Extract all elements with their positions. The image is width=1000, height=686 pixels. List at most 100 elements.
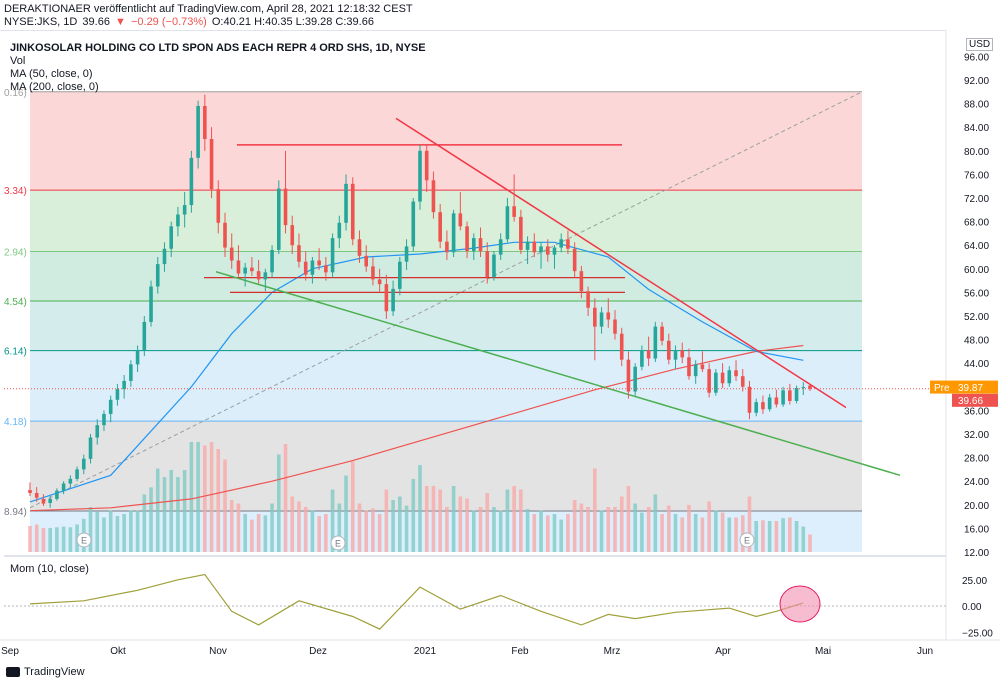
volume-bar — [566, 514, 570, 552]
volume-bar — [687, 504, 691, 552]
volume-bar — [619, 496, 624, 552]
volume-bar — [324, 514, 328, 552]
earnings-marker — [76, 532, 92, 548]
time-axis-tick: Apr — [715, 646, 731, 657]
volume-bar — [115, 516, 120, 552]
candle-body — [384, 284, 389, 312]
currency-label[interactable]: USD — [966, 38, 994, 51]
volume-bar — [599, 510, 604, 552]
symbol: NYSE:JKS, 1D — [4, 16, 78, 28]
footer-brand: TradingView — [6, 666, 85, 678]
price-axis-tick: 92.00 — [964, 76, 989, 87]
volume-bar — [445, 507, 449, 552]
candle-body — [324, 265, 328, 273]
candle-body — [492, 254, 496, 278]
candle-body — [75, 469, 79, 479]
volume-bar — [344, 475, 348, 552]
volume-bar — [801, 526, 806, 552]
candle-body — [310, 260, 315, 275]
candle-body — [377, 279, 382, 285]
candle-body — [176, 214, 180, 227]
candle-body — [350, 183, 355, 240]
momentum-legend[interactable]: Mom (10, close) — [10, 563, 89, 575]
candle-body — [794, 387, 799, 401]
candle-body — [660, 326, 664, 341]
volume-bar — [633, 503, 637, 552]
volume-bar — [761, 520, 765, 552]
volume-bar — [539, 510, 543, 552]
candle-body — [761, 402, 765, 410]
legend-ma50[interactable]: MA (50, close, 0) — [10, 68, 93, 80]
candle-body — [81, 458, 86, 470]
price-axis-tick: 16.00 — [964, 524, 989, 535]
price-change: −0.29 (−0.73%) — [130, 16, 207, 28]
candle-body — [189, 157, 194, 206]
volume-bar — [243, 514, 247, 552]
candle-body — [687, 357, 691, 377]
volume-bar — [431, 486, 436, 552]
candle-body — [48, 498, 52, 504]
candle-body — [250, 267, 254, 272]
candle-body — [505, 206, 510, 240]
earnings-marker — [739, 532, 755, 548]
candle-body — [162, 248, 167, 265]
price-axis-tick: 84.00 — [964, 123, 989, 134]
candle-body — [256, 271, 261, 280]
legend-ma200[interactable]: MA (200, close, 0) — [10, 81, 99, 93]
volume-bar — [680, 517, 685, 552]
candle-body — [646, 350, 651, 359]
fib-zone — [30, 251, 862, 302]
volume-bar — [660, 514, 664, 552]
volume-bar — [471, 510, 476, 552]
candle-body — [633, 366, 637, 392]
candle-body — [693, 364, 698, 377]
candle-body — [808, 385, 812, 389]
instrument-title: JINKOSOLAR HOLDING CO LTD SPON ADS EACH … — [10, 42, 426, 54]
volume-bar — [155, 468, 160, 552]
candle-body — [155, 264, 160, 287]
volume-bar — [317, 516, 321, 552]
volume-bar — [276, 454, 281, 552]
candle-body — [640, 350, 644, 367]
volume-bar — [310, 510, 315, 552]
candle-body — [498, 239, 503, 255]
volume-bar — [740, 515, 745, 552]
mom-axis-tick: 0.00 — [962, 602, 982, 613]
volume-bar — [512, 486, 516, 552]
candle-body — [552, 247, 557, 255]
volume-bar — [781, 518, 785, 552]
volume-bar — [794, 521, 799, 552]
volume-bar — [229, 500, 234, 552]
fib-level-label: 3.34) — [4, 186, 27, 197]
legend-volume[interactable]: Vol — [10, 55, 26, 67]
volume-bar — [263, 515, 268, 552]
candle-body — [303, 261, 308, 275]
candle-body — [445, 241, 449, 253]
candle-body — [673, 350, 678, 360]
candle-body — [525, 241, 530, 250]
volume-bar — [714, 510, 718, 552]
volume-bar — [236, 503, 241, 552]
candle-body — [55, 490, 59, 499]
candle-body — [613, 319, 617, 334]
price-axis-tick: 60.00 — [964, 265, 989, 276]
price-axis-tick: 56.00 — [964, 288, 989, 299]
price-axis-tick: 76.00 — [964, 170, 989, 181]
candle-body — [619, 333, 624, 360]
last-price-value: 39.66 — [958, 396, 983, 407]
candle-body — [720, 372, 725, 384]
candle-body — [229, 247, 234, 261]
volume-bar — [377, 514, 382, 552]
volume-bar — [102, 517, 106, 552]
candle-body — [512, 206, 516, 217]
last-price-tag — [952, 393, 998, 407]
volume-bar — [626, 486, 631, 552]
candle-body — [169, 226, 174, 249]
volume-bar — [747, 496, 752, 552]
footer-brand-name: TradingView — [24, 666, 85, 678]
time-axis-tick: Jun — [917, 646, 933, 657]
volume-bar — [283, 444, 288, 552]
volume-bar — [68, 527, 73, 552]
candle-body — [357, 239, 362, 256]
